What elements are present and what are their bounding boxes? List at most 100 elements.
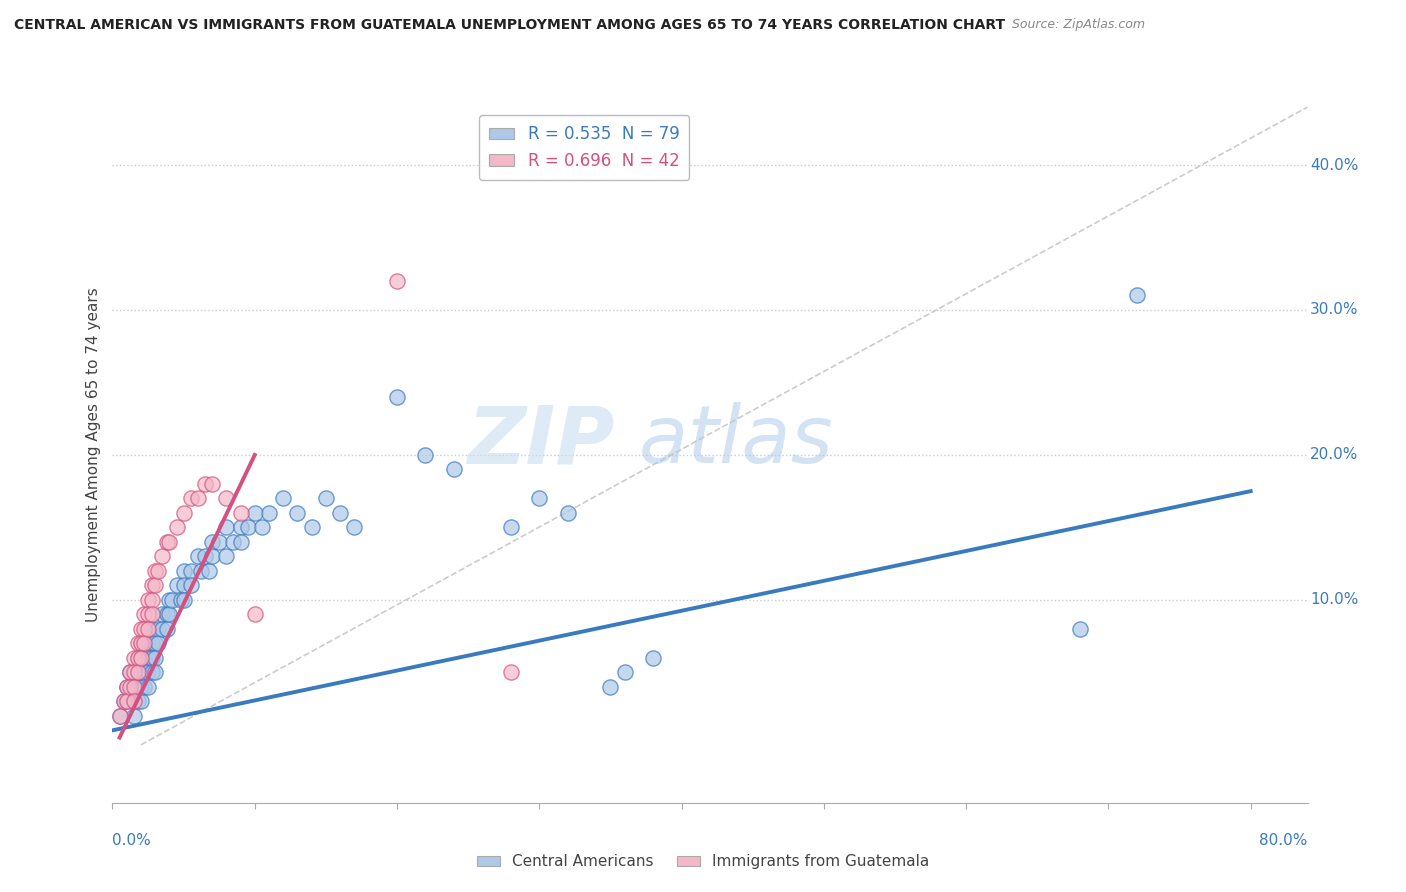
Point [194, 549, 217, 564]
Point [141, 622, 163, 636]
Point [132, 651, 155, 665]
Point [122, 680, 145, 694]
Point [146, 564, 169, 578]
Point [127, 665, 149, 680]
Point [257, 506, 280, 520]
Point [122, 694, 145, 708]
Point [170, 592, 193, 607]
Point [141, 665, 163, 680]
Point [613, 665, 636, 680]
Point [150, 622, 173, 636]
Point [129, 651, 152, 665]
Point [122, 665, 145, 680]
Point [173, 578, 195, 592]
Point [127, 665, 149, 680]
Point [190, 564, 212, 578]
Point [229, 506, 252, 520]
Point [115, 680, 138, 694]
Point [127, 651, 149, 665]
Point [122, 651, 145, 665]
Point [173, 564, 195, 578]
Point [132, 607, 155, 622]
Point [132, 665, 155, 680]
Point [129, 680, 152, 694]
Legend: Central Americans, Immigrants from Guatemala: Central Americans, Immigrants from Guate… [471, 848, 935, 875]
Point [187, 491, 209, 506]
Point [155, 607, 177, 622]
Text: 80.0%: 80.0% [1260, 832, 1308, 847]
Text: 30.0%: 30.0% [1310, 302, 1358, 318]
Point [143, 665, 166, 680]
Point [143, 564, 166, 578]
Point [385, 390, 408, 404]
Point [129, 665, 152, 680]
Point [529, 491, 551, 506]
Point [115, 680, 138, 694]
Point [499, 520, 522, 534]
Point [243, 506, 266, 520]
Point [385, 274, 408, 288]
Point [141, 592, 163, 607]
Point [155, 622, 177, 636]
Point [150, 549, 173, 564]
Point [143, 636, 166, 650]
Point [271, 491, 294, 506]
Point [173, 592, 195, 607]
Point [132, 680, 155, 694]
Point [157, 607, 180, 622]
Point [146, 636, 169, 650]
Point [166, 578, 188, 592]
Point [136, 622, 159, 636]
Point [146, 622, 169, 636]
Point [329, 506, 352, 520]
Point [301, 520, 323, 534]
Point [132, 622, 155, 636]
Point [162, 592, 183, 607]
Text: atlas: atlas [638, 402, 834, 480]
Text: 20.0%: 20.0% [1310, 448, 1358, 462]
Text: 0.0%: 0.0% [112, 832, 152, 847]
Point [141, 578, 163, 592]
Point [122, 680, 145, 694]
Point [129, 622, 152, 636]
Legend: R = 0.535  N = 79, R = 0.696  N = 42: R = 0.535 N = 79, R = 0.696 N = 42 [479, 115, 689, 179]
Point [132, 636, 155, 650]
Point [194, 476, 217, 491]
Point [1126, 288, 1149, 302]
Point [250, 520, 273, 534]
Text: 10.0%: 10.0% [1310, 592, 1358, 607]
Point [127, 636, 149, 650]
Text: 40.0%: 40.0% [1310, 158, 1358, 172]
Point [136, 592, 159, 607]
Y-axis label: Unemployment Among Ages 65 to 74 years: Unemployment Among Ages 65 to 74 years [86, 287, 101, 623]
Point [143, 651, 166, 665]
Point [108, 708, 131, 723]
Point [157, 592, 180, 607]
Point [287, 506, 309, 520]
Point [201, 534, 224, 549]
Point [415, 448, 437, 462]
Point [122, 694, 145, 708]
Point [201, 549, 224, 564]
Point [108, 708, 131, 723]
Point [136, 680, 159, 694]
Point [229, 520, 252, 534]
Point [599, 680, 621, 694]
Point [643, 651, 665, 665]
Point [229, 534, 252, 549]
Point [136, 607, 159, 622]
Point [115, 694, 138, 708]
Point [112, 694, 135, 708]
Point [118, 680, 141, 694]
Point [557, 506, 579, 520]
Point [443, 462, 465, 476]
Point [122, 708, 145, 723]
Point [127, 680, 149, 694]
Text: ZIP: ZIP [467, 402, 614, 480]
Point [180, 578, 202, 592]
Point [136, 636, 159, 650]
Point [155, 534, 177, 549]
Point [173, 506, 195, 520]
Point [150, 607, 173, 622]
Point [129, 651, 152, 665]
